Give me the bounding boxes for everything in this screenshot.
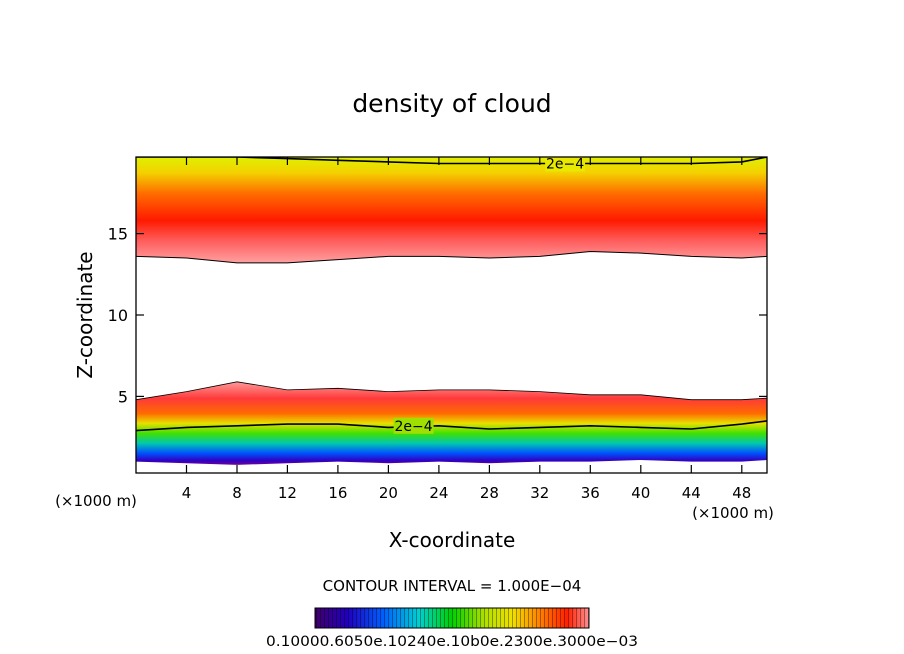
colorbar-segments [315, 608, 589, 628]
x-tick-label-12: 12 [278, 484, 297, 502]
x-tick-label-32: 32 [530, 484, 549, 502]
x-tick-label-16: 16 [328, 484, 347, 502]
x-tick-label-8: 8 [232, 484, 242, 502]
x-tick-label-24: 24 [429, 484, 448, 502]
lower-layer-edge-contour [136, 381, 767, 401]
lower-2e-4-contour [136, 420, 767, 432]
y-axis-label: Z-coordinate [73, 251, 97, 378]
chart-title: density of cloud [352, 89, 551, 118]
x-tick-label-4: 4 [182, 484, 192, 502]
x-tick-label-20: 20 [379, 484, 398, 502]
y-tick-label-5: 5 [118, 387, 128, 406]
contour-interval-label: CONTOUR INTERVAL = 1.000E−04 [323, 577, 582, 595]
lower-cloud-layer [136, 381, 767, 465]
y-tick-label-15: 15 [108, 225, 128, 244]
upper-cloud-layer [136, 157, 767, 263]
contour-label-bg-1 [393, 417, 434, 434]
contour-label-bg-0 [545, 157, 586, 172]
x-unit-left: (×1000 m) [55, 492, 137, 510]
colorbar-labels: 0.10000.6050e.10240e.10b0e.2300e.3000e−0… [266, 634, 638, 650]
upper-layer-edge-contour [136, 250, 767, 264]
x-unit-right: (×1000 m) [692, 504, 774, 522]
contour-label-1: 2e−4 [395, 419, 433, 435]
x-tick-label-40: 40 [631, 484, 650, 502]
contour-label-0: 2e−4 [546, 157, 584, 173]
x-tick-label-48: 48 [732, 484, 751, 502]
plot-area: 2e−4 2e−4 [136, 157, 767, 465]
x-tick-label-28: 28 [480, 484, 499, 502]
y-tick-label-10: 10 [108, 306, 128, 325]
x-axis-label: X-coordinate [389, 528, 516, 552]
x-tick-label-44: 44 [682, 484, 701, 502]
x-tick-label-36: 36 [581, 484, 600, 502]
